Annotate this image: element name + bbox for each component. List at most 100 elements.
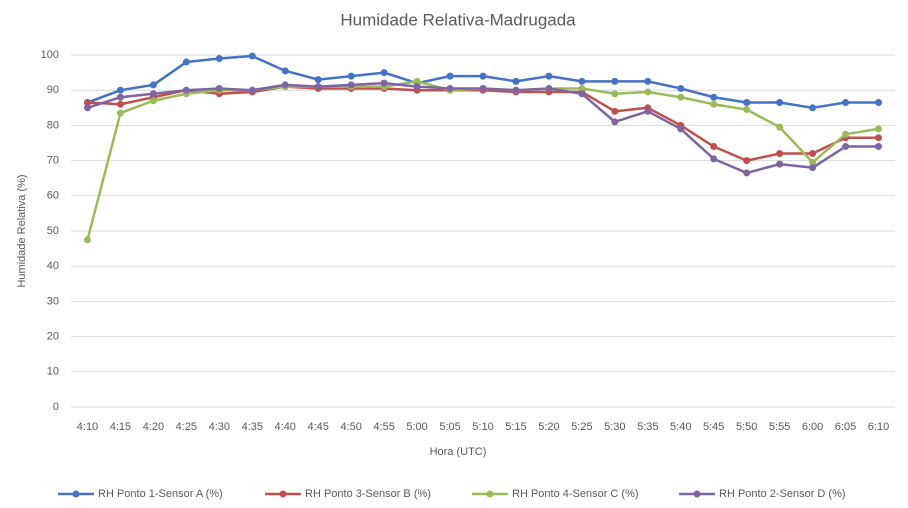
x-tick-label: 5:20 xyxy=(538,421,559,433)
data-point xyxy=(512,77,520,85)
legend-label: RH Ponto 2-Sensor D (%) xyxy=(719,488,846,500)
data-point xyxy=(116,86,124,94)
data-point xyxy=(83,99,91,107)
x-tick-label: 6:00 xyxy=(802,421,823,433)
data-point xyxy=(677,84,685,92)
data-point xyxy=(479,84,487,92)
data-point xyxy=(215,55,223,63)
data-point xyxy=(842,130,850,138)
y-tick-label: 50 xyxy=(47,225,59,237)
x-tick-label: 5:45 xyxy=(703,421,724,433)
data-point xyxy=(809,164,817,172)
data-point xyxy=(677,125,685,133)
data-point xyxy=(215,84,223,92)
data-point xyxy=(578,84,586,92)
data-point xyxy=(83,236,91,244)
y-tick-label: 70 xyxy=(47,155,59,167)
x-tick-label: 5:15 xyxy=(505,421,526,433)
y-tick-label: 60 xyxy=(47,190,59,202)
data-point xyxy=(182,58,190,66)
data-point xyxy=(776,123,784,131)
y-tick-label: 20 xyxy=(47,331,59,343)
data-point xyxy=(710,143,718,151)
x-tick-label: 5:35 xyxy=(637,421,658,433)
x-tick-label: 5:00 xyxy=(406,421,427,433)
data-point xyxy=(512,86,520,94)
x-tick-label: 4:50 xyxy=(340,421,361,433)
data-point xyxy=(644,88,652,96)
data-point xyxy=(380,79,388,87)
data-point xyxy=(314,76,322,84)
data-point xyxy=(743,157,751,165)
data-point xyxy=(479,72,487,80)
series-line xyxy=(87,85,879,162)
legend-label: RH Ponto 1-Sensor A (%) xyxy=(98,488,223,500)
y-tick-label: 80 xyxy=(47,119,59,131)
x-tick-label: 5:05 xyxy=(439,421,460,433)
x-tick-label: 4:25 xyxy=(176,421,197,433)
legend-marker xyxy=(279,490,287,498)
data-point xyxy=(116,100,124,108)
x-tick-label: 4:30 xyxy=(209,421,230,433)
x-tick-label: 6:10 xyxy=(868,421,889,433)
legend-label: RH Ponto 4-Sensor C (%) xyxy=(512,488,639,500)
data-point xyxy=(809,150,817,158)
data-point xyxy=(875,99,883,107)
data-point xyxy=(842,143,850,151)
data-point xyxy=(776,150,784,158)
legend-marker xyxy=(693,490,701,498)
data-point xyxy=(710,155,718,163)
y-tick-label: 40 xyxy=(47,260,59,272)
data-point xyxy=(446,72,454,80)
x-tick-label: 4:45 xyxy=(307,421,328,433)
data-point xyxy=(182,86,190,94)
data-point xyxy=(677,93,685,101)
x-tick-label: 4:35 xyxy=(242,421,263,433)
data-point xyxy=(644,77,652,85)
data-point xyxy=(578,77,586,85)
data-point xyxy=(116,109,124,117)
legend-marker xyxy=(486,490,494,498)
x-tick-label: 5:30 xyxy=(604,421,625,433)
data-point xyxy=(842,99,850,107)
data-point xyxy=(776,160,784,168)
data-point xyxy=(644,107,652,115)
data-point xyxy=(809,158,817,166)
data-point xyxy=(743,99,751,107)
x-tick-label: 4:15 xyxy=(110,421,131,433)
data-point xyxy=(578,90,586,98)
data-point xyxy=(710,100,718,108)
data-point xyxy=(149,81,157,89)
x-tick-label: 4:55 xyxy=(373,421,394,433)
data-point xyxy=(149,97,157,105)
data-point xyxy=(875,134,883,142)
data-point xyxy=(347,81,355,89)
data-point xyxy=(611,90,619,98)
data-point xyxy=(809,104,817,112)
x-axis-label: Hora (UTC) xyxy=(430,446,487,458)
data-point xyxy=(611,118,619,126)
x-tick-label: 5:55 xyxy=(769,421,790,433)
data-point xyxy=(314,83,322,91)
data-point xyxy=(710,93,718,101)
x-tick-label: 6:05 xyxy=(835,421,856,433)
data-point xyxy=(248,52,256,60)
x-tick-label: 5:25 xyxy=(571,421,592,433)
data-point xyxy=(776,99,784,107)
data-point xyxy=(149,90,157,98)
x-tick-label: 5:50 xyxy=(736,421,757,433)
data-point xyxy=(380,69,388,77)
data-point xyxy=(347,72,355,80)
y-tick-label: 100 xyxy=(41,49,59,61)
data-point xyxy=(116,93,124,101)
series-line xyxy=(87,54,879,110)
data-point xyxy=(545,72,553,80)
data-point xyxy=(248,86,256,94)
x-tick-label: 4:40 xyxy=(275,421,296,433)
data-point xyxy=(413,77,421,85)
series-line xyxy=(87,81,879,175)
data-point xyxy=(281,81,289,89)
y-tick-label: 30 xyxy=(47,295,59,307)
x-tick-label: 5:40 xyxy=(670,421,691,433)
